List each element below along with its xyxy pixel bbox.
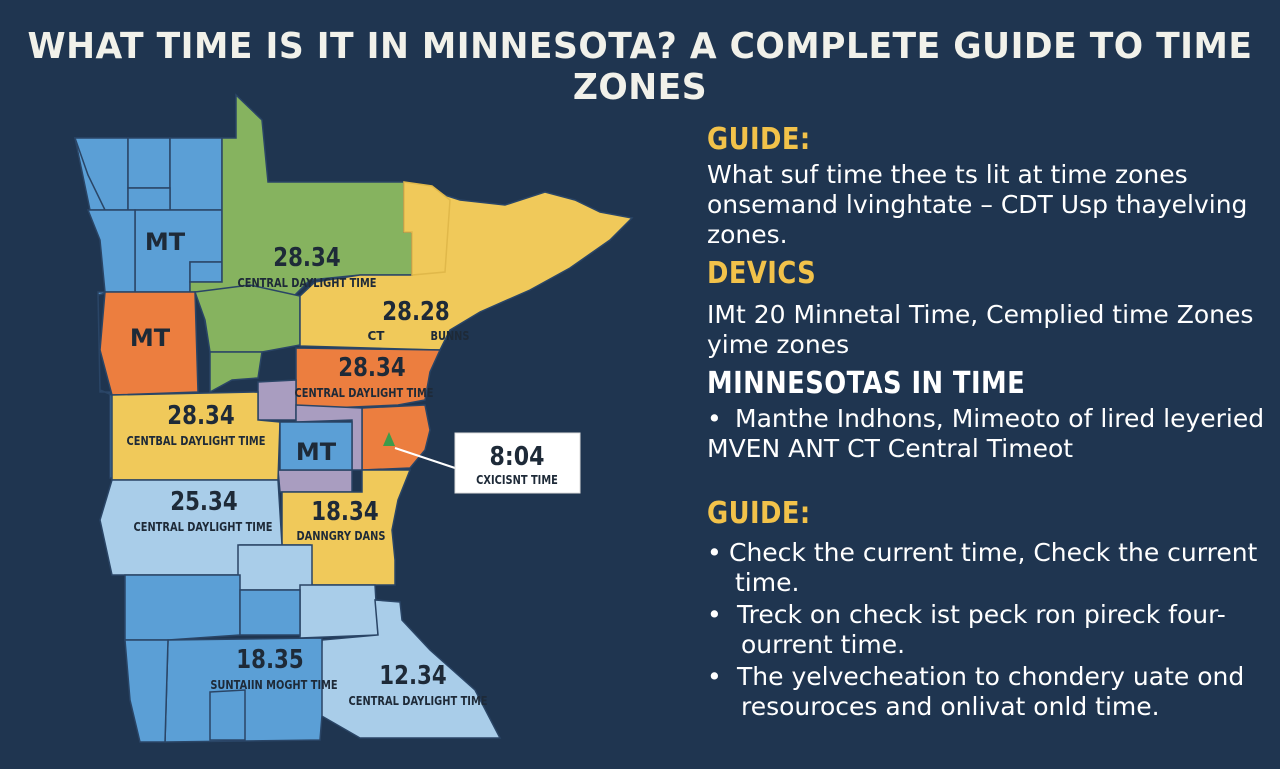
map-region-light-blue-2 [237,544,313,591]
bullet-text-cont: resouroces and onlivat onld time. [741,692,1160,721]
bullet-item: • The yelvecheation to chondery uate ond… [707,662,1277,722]
map-region-light-blue-3 [299,584,379,639]
map-label-g-num: 18.35 [236,644,303,675]
map-region-sw-3 [124,639,169,743]
guide-line-1: What suf time thee ts lit at time zones [707,160,1188,189]
map-region-sw-2 [239,589,301,636]
bullet-item: • Manthe Indhons, Mimeoto of lired leyer… [707,404,1277,434]
bullet-item: • Check the current time, Check the curr… [707,538,1277,598]
map-label-mt1: MT [145,228,186,256]
map-region-s-2 [209,689,246,741]
callout-label: CXICISNT TIME [476,473,558,487]
bullet-continuation: MVEN ANT CT Central Timeot [707,434,1074,463]
callout-box [454,432,581,494]
bullet-dot: • [707,600,722,629]
map-region-w-1 [86,209,136,293]
map-label-h-num: 12.34 [379,660,446,691]
map-region-purple-3 [277,469,353,493]
section-heading-guide-2: GUIDE: [707,496,811,531]
bullet-text: Check the current time, Check the curren… [729,538,1258,567]
bullet-item: • Treck on check ist peck ron pireck fou… [707,600,1277,660]
devics-line-1: IMt 20 Minnetal Time, Cemplied time Zone… [707,300,1254,329]
minnesota-time-zone-map: MT MT MT 28.34 CENTRAL DAYLIGHT TIME 28.… [73,93,634,743]
section-heading-devics: DEVICS [707,256,817,291]
map-region-sw-1 [124,574,241,641]
map-label-d-num: 28.34 [167,400,234,431]
bullet-text: Manthe Indhons, Mimeoto of lired leyerie… [735,404,1265,433]
map-region-light-blue-se [319,599,502,739]
section-heading-guide: GUIDE: [707,122,811,157]
map-label-e-num: 25.34 [170,486,237,517]
guide-panel: GUIDE: What suf time thee ts lit at time… [707,120,1277,722]
map-label-c-sub: CENTRAL DAYLIGHT TIME [295,386,434,400]
map-label-c-num: 28.34 [338,352,405,383]
bullet-dot: • [707,662,722,691]
map-label-a-num: 28.34 [273,242,340,273]
tree-icon [383,432,395,446]
map-label-b-sub2: BUNNS [430,329,469,343]
guide-line-3: zones. [707,220,788,249]
section-heading-minnesotas: MINNESOTAS IN TIME [707,366,1026,401]
map-label-f-sub: DANNGRY DANS [297,529,386,543]
bullet-text: Treck on check ist peck ron pireck four- [737,600,1226,629]
map-region-mt3 [279,421,353,471]
map-region-nw-2 [127,137,171,189]
map-region-east-orange [361,404,431,471]
bullet-text-cont: ourrent time. [741,630,906,659]
map-label-f-num: 18.34 [311,496,378,527]
map-label-a-sub: CENTRAL DAYLIGHT TIME [238,276,377,290]
bullet-text: The yelvecheation to chondery uate ond [737,662,1245,691]
callout-time: 8:04 [490,441,545,471]
map-label-b-num: 28.28 [382,296,449,327]
map-region-w-2 [189,261,223,283]
map-label-mt3: MT [296,438,337,466]
callout-line [394,447,456,469]
map-region-arrowhead-west [403,181,451,276]
map-label-h-sub: CENTRAL DAYLIGHT TIME [349,694,488,708]
map-region-arrowhead [299,180,634,351]
page-title: WHAT TIME IS IT IN MINNESOTA? A COMPLETE… [27,26,1253,108]
map-region-nw-4 [127,187,171,211]
map-region-nw-3 [169,137,223,211]
map-region-green-mid [193,284,301,353]
bullet-dot: • [707,404,722,433]
devics-line-2: yime zones [707,330,850,359]
map-label-g-sub: SUNTAIIN MOGHT TIME [210,678,337,692]
bullet-dot: • [707,538,722,567]
map-label-d-sub: CENTBAL DAYLIGHT TIME [127,434,266,448]
map-label-e-sub: CENTRAL DAYLIGHT TIME [134,520,273,534]
bullet-text-cont: time. [735,568,800,597]
map-label-mt2: MT [130,324,171,352]
map-region-purple-1 [257,379,297,421]
map-region-green-center [209,351,263,394]
map-label-b-sub1: CT [368,329,386,343]
guide-line-2: onsemand lvinghtate – CDT Usp thayelving [707,190,1248,219]
